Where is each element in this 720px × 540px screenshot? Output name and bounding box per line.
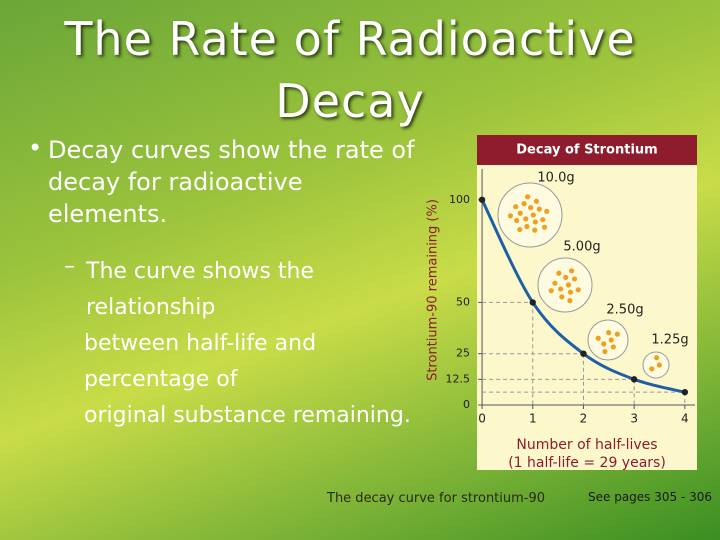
y-tick-label: 0 — [463, 398, 470, 411]
atom-dot — [571, 276, 578, 282]
atom-dot — [556, 270, 562, 276]
x-tick-label: 0 — [478, 412, 486, 426]
x-axis-label: (1 half-life = 29 years) — [508, 455, 666, 471]
sample-circle — [587, 319, 629, 361]
atom-dot — [563, 274, 569, 280]
bullet-marker: • — [28, 134, 43, 162]
sample-circle — [642, 351, 670, 379]
y-tick-label: 100 — [449, 193, 470, 206]
data-point — [630, 376, 638, 383]
atom-dot — [565, 282, 572, 288]
atom-dot — [514, 217, 520, 224]
annotation: 1.25g — [651, 333, 688, 348]
sub-bullet: The curve shows the relationship between… — [84, 254, 446, 434]
data-point — [681, 388, 689, 396]
atom-dot — [558, 286, 564, 292]
atom-dot — [517, 210, 523, 216]
atom-dot — [540, 217, 546, 223]
y-tick-label: 12.5 — [446, 372, 471, 385]
chart-title: Decay of Strontium — [516, 143, 657, 158]
atom-dot — [567, 298, 573, 304]
annotation: 10.0g — [537, 171, 574, 186]
atom-dot — [575, 287, 581, 293]
bullet: Decay curves show the rate of decay for … — [48, 136, 415, 228]
x-tick-label: 2 — [580, 412, 588, 426]
data-point — [580, 350, 587, 357]
atom-dot — [595, 335, 601, 341]
atom-dot — [548, 288, 554, 294]
atom-dot — [541, 224, 548, 230]
y-tick-label: 50 — [456, 295, 470, 308]
atom-dot — [614, 331, 620, 337]
annotation: 5.00g — [563, 240, 600, 255]
sub-bullet-line: between half-life and percentage of — [84, 331, 317, 392]
atom-dot — [507, 213, 514, 219]
atom-dot — [530, 212, 536, 218]
atom-dot — [610, 344, 616, 350]
x-tick-label: 3 — [630, 412, 638, 426]
x-axis-label: Number of half-lives — [516, 437, 657, 453]
atom-dot — [606, 330, 612, 336]
slide-title: The Rate of Radioactive Decay — [64, 12, 636, 128]
sub-bullet-line: The curve shows the relationship — [86, 259, 314, 320]
atom-dot — [513, 204, 519, 210]
atom-dot — [528, 205, 534, 211]
y-tick-label: 25 — [456, 347, 470, 360]
data-point — [478, 196, 486, 203]
caption: The decay curve for strontium-90 — [327, 491, 546, 506]
decay-curve — [480, 199, 686, 394]
atom-dot — [569, 268, 575, 274]
atom-dot — [517, 226, 523, 233]
sub-bullet-line: original substance remaining. — [84, 403, 411, 428]
atom-dot — [601, 341, 607, 347]
x-tick-label: 1 — [529, 412, 537, 426]
atom-dot — [656, 362, 662, 368]
y-axis-label: Strontium-90 remaining (%) — [426, 199, 441, 381]
atom-dot — [525, 194, 531, 200]
atom-dot — [654, 355, 660, 361]
atom-dot — [532, 227, 538, 233]
atom-dot — [552, 280, 558, 286]
atom-dot — [608, 337, 614, 343]
atom-dot — [649, 366, 655, 372]
sample-circle — [537, 257, 593, 313]
reference: See pages 305 - 306 — [588, 490, 713, 504]
atom-dot — [567, 289, 574, 295]
atom-dot — [602, 348, 608, 355]
x-tick-label: 4 — [681, 412, 689, 426]
sub-bullet-marker: – — [64, 254, 75, 279]
sample-circle — [497, 182, 563, 248]
data-point — [529, 299, 536, 306]
atom-dot — [521, 201, 527, 207]
atom-dot — [536, 206, 542, 212]
chart-header — [477, 135, 697, 165]
atom-dot — [533, 198, 540, 204]
annotation: 2.50g — [606, 303, 643, 318]
atom-dot — [532, 219, 538, 225]
atom-dot — [524, 223, 530, 230]
atom-dot — [559, 294, 565, 300]
atom-dot — [523, 216, 529, 222]
atom-dot — [544, 208, 550, 214]
